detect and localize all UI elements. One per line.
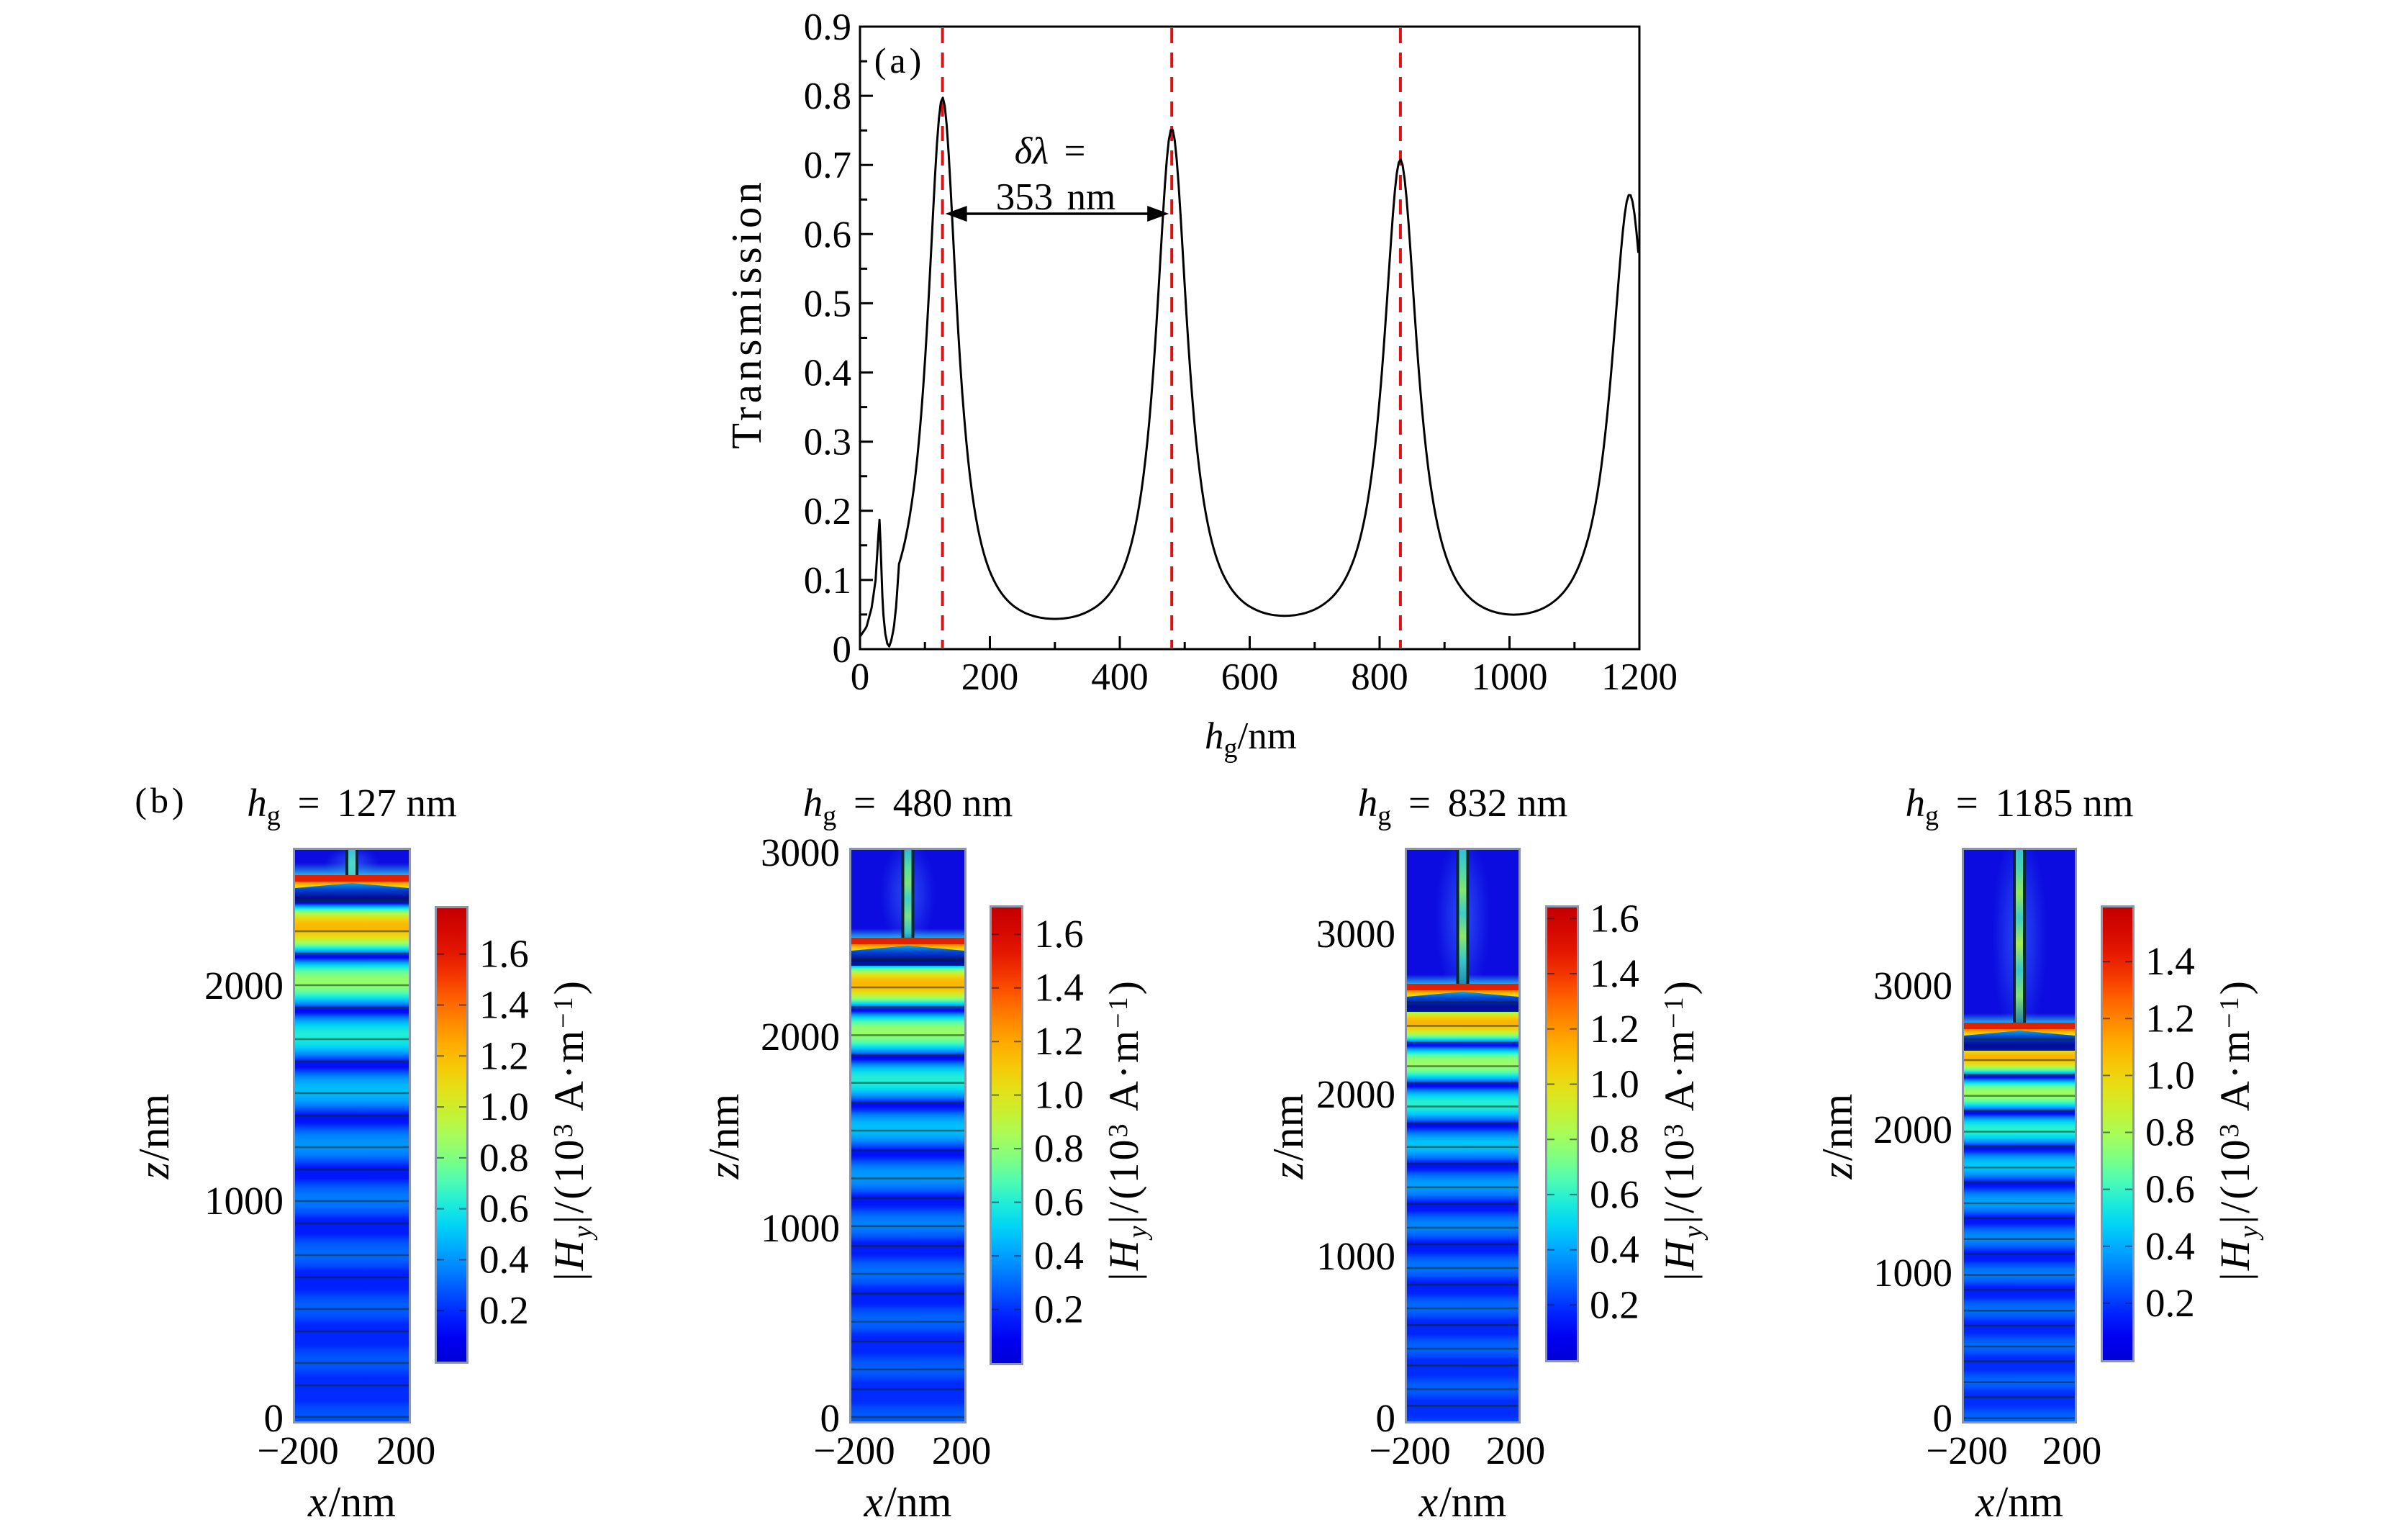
svg-text:200: 200: [1486, 1429, 1546, 1472]
svg-text:x/nm: x/nm: [1418, 1478, 1507, 1526]
svg-text:|Hy|/(103 A·m−1): |Hy|/(103 A·m−1): [546, 979, 598, 1281]
svg-text:−200: −200: [257, 1429, 339, 1472]
svg-text:1.2: 1.2: [1034, 1019, 1084, 1063]
svg-text:0.1: 0.1: [804, 560, 851, 602]
svg-text:1000: 1000: [1873, 1251, 1952, 1295]
svg-text:0.8: 0.8: [1590, 1117, 1639, 1161]
svg-text:0.4: 0.4: [1034, 1233, 1084, 1277]
svg-text:1000: 1000: [1472, 656, 1548, 698]
svg-text:1000: 1000: [1316, 1234, 1395, 1278]
svg-text:−200: −200: [1369, 1429, 1451, 1472]
svg-text:0.6: 0.6: [479, 1187, 529, 1231]
svg-text:1200: 1200: [1601, 656, 1678, 698]
svg-text:1.4: 1.4: [2145, 939, 2195, 983]
svg-text:z/nm: z/nm: [130, 1094, 178, 1180]
svg-text:1.4: 1.4: [1034, 966, 1084, 1010]
svg-text:1.2: 1.2: [2145, 996, 2195, 1040]
svg-text:z/nm: z/nm: [700, 1094, 748, 1180]
svg-text:x/nm: x/nm: [307, 1478, 396, 1526]
svg-text:0: 0: [833, 629, 852, 671]
svg-text:2000: 2000: [204, 964, 284, 1008]
svg-text:0.8: 0.8: [2145, 1110, 2195, 1154]
svg-text:1.0: 1.0: [2145, 1053, 2195, 1097]
svg-text:2000: 2000: [1316, 1072, 1395, 1116]
svg-text:0.8: 0.8: [1034, 1126, 1084, 1170]
svg-text:0.4: 0.4: [2145, 1224, 2195, 1268]
svg-text:0.2: 0.2: [1034, 1287, 1084, 1331]
svg-text:0.4: 0.4: [1590, 1228, 1639, 1272]
svg-text:1.4: 1.4: [1590, 951, 1639, 995]
svg-text:3000: 3000: [1316, 912, 1395, 956]
svg-text:0: 0: [264, 1396, 284, 1440]
svg-text:1000: 1000: [204, 1179, 284, 1223]
svg-text:0.4: 0.4: [804, 353, 851, 394]
svg-text:0: 0: [851, 656, 870, 698]
svg-text:Transmission: Transmission: [723, 178, 770, 449]
svg-text:1.6: 1.6: [1590, 896, 1639, 940]
svg-text:200: 200: [961, 656, 1019, 698]
svg-text:hg = 832 nm: hg = 832 nm: [1358, 781, 1568, 831]
svg-text:3000: 3000: [761, 830, 840, 874]
svg-text:0.8: 0.8: [479, 1136, 529, 1180]
svg-text:0.8: 0.8: [804, 76, 851, 117]
svg-text:800: 800: [1351, 656, 1408, 698]
svg-text:x/nm: x/nm: [1975, 1478, 2063, 1526]
svg-text:400: 400: [1091, 656, 1149, 698]
svg-text:200: 200: [376, 1429, 436, 1472]
svg-text:1.0: 1.0: [1034, 1073, 1084, 1117]
svg-text:1.2: 1.2: [479, 1033, 529, 1077]
svg-text:0.4: 0.4: [479, 1237, 529, 1281]
svg-text:δλ =: δλ =: [1015, 130, 1086, 172]
svg-text:200: 200: [2042, 1429, 2102, 1472]
svg-text:z/nm: z/nm: [1814, 1094, 1861, 1180]
svg-text:hg = 480 nm: hg = 480 nm: [803, 781, 1013, 831]
svg-text:0.6: 0.6: [1034, 1180, 1084, 1224]
svg-text:0.2: 0.2: [479, 1288, 529, 1332]
svg-text:0.2: 0.2: [2145, 1281, 2195, 1325]
svg-text:1.0: 1.0: [1590, 1062, 1639, 1106]
svg-text:z/nm: z/nm: [1264, 1094, 1312, 1180]
svg-text:600: 600: [1221, 656, 1279, 698]
svg-text:−200: −200: [813, 1429, 895, 1472]
svg-text:0.6: 0.6: [804, 214, 851, 255]
svg-text:0: 0: [820, 1396, 841, 1440]
svg-text:(a): (a): [874, 40, 925, 81]
svg-text:1.6: 1.6: [479, 932, 529, 976]
svg-text:0: 0: [1376, 1396, 1396, 1440]
svg-text:1.0: 1.0: [479, 1085, 529, 1128]
svg-text:1.4: 1.4: [479, 983, 529, 1027]
svg-text:(b): (b): [135, 780, 187, 820]
svg-text:0: 0: [1933, 1396, 1953, 1440]
svg-text:0.6: 0.6: [2145, 1167, 2195, 1211]
svg-text:2000: 2000: [761, 1015, 840, 1059]
svg-text:0.6: 0.6: [1590, 1172, 1639, 1216]
svg-text:200: 200: [932, 1429, 992, 1472]
svg-text:hg = 1185 nm: hg = 1185 nm: [1905, 781, 2133, 831]
svg-text:0.3: 0.3: [804, 422, 851, 463]
svg-text:x/nm: x/nm: [864, 1478, 952, 1526]
svg-text:hg/nm: hg/nm: [1205, 715, 1297, 764]
svg-text:1.6: 1.6: [1034, 912, 1084, 956]
svg-text:1000: 1000: [761, 1206, 840, 1250]
svg-text:0.2: 0.2: [804, 491, 851, 533]
svg-text:−200: −200: [1926, 1429, 2008, 1472]
svg-text:0.7: 0.7: [804, 145, 851, 186]
svg-text:hg = 127 nm: hg = 127 nm: [247, 781, 457, 831]
svg-text:3000: 3000: [1873, 964, 1952, 1008]
svg-text:1.2: 1.2: [1590, 1007, 1639, 1051]
svg-text:0.9: 0.9: [804, 6, 851, 48]
svg-text:0.2: 0.2: [1590, 1282, 1639, 1326]
svg-text:0.5: 0.5: [804, 283, 851, 325]
svg-text:2000: 2000: [1873, 1108, 1952, 1151]
